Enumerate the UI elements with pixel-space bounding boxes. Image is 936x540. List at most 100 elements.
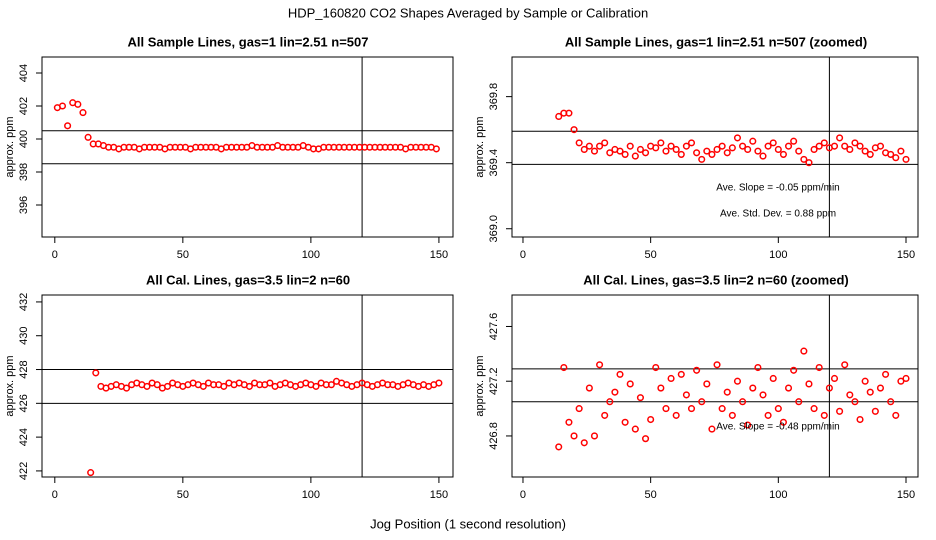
point [682,142,690,150]
point [851,398,859,406]
point [565,418,573,426]
point [641,435,650,443]
plot-frame [511,56,919,238]
point [836,407,844,415]
point [590,432,599,440]
point [718,142,726,150]
point [677,370,685,378]
panel-title: All Sample Lines, gas=1 lin=2.51 n=507 [128,34,369,49]
point [565,109,573,117]
y-tick-label: 369.4 [488,149,500,177]
x-tick-label: 150 [897,249,915,261]
point [846,145,854,154]
point [897,147,905,155]
point [754,363,762,372]
y-tick-label: 430 [18,327,30,345]
point [432,145,440,153]
point [784,384,793,392]
point [779,418,787,426]
point [580,439,588,447]
point [662,147,670,155]
point [611,388,619,396]
point [744,421,752,429]
point [631,425,639,433]
point [723,149,731,157]
point [764,411,772,419]
y-tick-label: 404 [18,64,30,82]
point [657,384,665,392]
point [728,411,736,419]
point [84,133,92,141]
point [774,145,782,154]
y-tick-label: 398 [18,163,30,181]
y-tick-label: 396 [18,196,30,214]
point [667,142,675,150]
x-tick-label: 100 [769,249,787,261]
y-tick-label: 369.8 [488,83,500,111]
point [266,379,274,387]
annotation: Ave. Std. Dev. = 0.88 ppm [720,209,836,220]
panel-title: All Cal. Lines, gas=3.5 lin=2 n=60 (zoom… [583,272,849,287]
point [739,398,747,406]
point [682,391,690,399]
annotation: Ave. Slope = -0.05 ppm/min [716,183,840,194]
point [713,145,721,154]
point [652,144,660,152]
point [122,384,131,392]
point [87,469,95,477]
point [575,139,583,147]
point [560,363,568,372]
point [79,109,87,117]
panel-title: All Sample Lines, gas=1 lin=2.51 n=507 (… [565,34,867,49]
point [245,382,253,390]
point [672,411,680,419]
y-tick-label: 432 [18,293,30,311]
point [143,382,151,390]
y-axis-label: approx. ppm [474,116,486,177]
point [820,139,828,147]
annotation: Ave. Slope = -0.48 ppm/min [716,422,840,433]
point [841,142,849,150]
point [892,154,900,162]
point [866,388,874,396]
point [64,122,72,130]
point [667,374,675,383]
point [769,139,777,147]
point [861,377,869,385]
point [892,411,900,419]
point [652,363,660,372]
panel-title: All Cal. Lines, gas=3.5 lin=2 n=60 [146,272,350,287]
point [846,391,854,399]
point [866,150,874,158]
point [616,147,624,155]
point [662,405,670,413]
point [703,380,711,388]
point [744,145,752,154]
point [687,405,696,413]
point [830,142,839,150]
y-tick-label: 426.8 [488,422,500,450]
point [636,145,644,154]
point [626,380,634,388]
point [805,380,813,388]
point [435,379,443,387]
point [733,134,742,142]
point [616,370,624,378]
y-tick-label: 426 [18,394,30,412]
point [790,137,798,145]
point [779,150,787,158]
point [795,398,803,406]
point [718,405,726,413]
y-axis-label: approx. ppm [4,116,16,177]
point [698,398,706,406]
x-tick-label: 100 [302,489,320,501]
point [596,142,604,150]
point [800,155,808,163]
y-tick-label: 424 [18,428,30,446]
point [677,150,685,158]
y-tick-label: 428 [18,360,30,378]
point [58,102,67,110]
point [631,152,639,160]
point [555,443,563,451]
point [882,370,890,378]
